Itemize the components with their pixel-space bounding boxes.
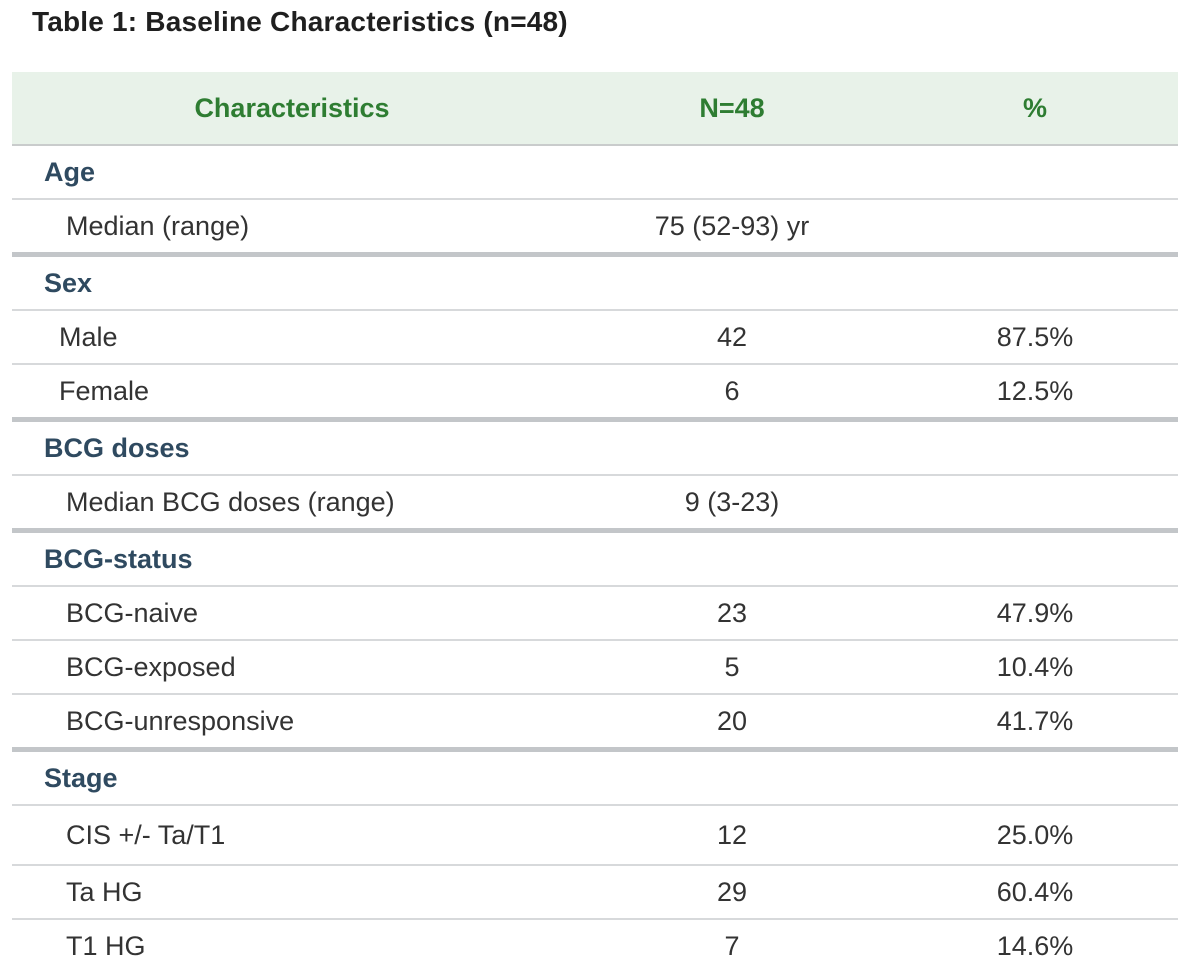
group-sex-header: Sex [12, 257, 1178, 311]
table-row: BCG-unresponsive 20 41.7% [12, 695, 1178, 752]
table-row: BCG-exposed 5 10.4% [12, 641, 1178, 695]
row-percent: 60.4% [996, 876, 1074, 907]
row-n: 7 [724, 930, 740, 961]
row-n: 12 [716, 819, 748, 850]
group-bcg-status-header: BCG-status [12, 533, 1178, 587]
row-n: 75 (52-93) yr [654, 210, 810, 241]
table-row: Median (range) 75 (52-93) yr [12, 200, 1178, 257]
group-age-header: Age [12, 146, 1178, 200]
row-percent: 87.5% [996, 321, 1074, 352]
table-row: CIS +/- Ta/T1 12 25.0% [12, 806, 1178, 866]
table-row: BCG-naive 23 47.9% [12, 587, 1178, 641]
row-percent: 14.6% [996, 930, 1074, 961]
row-label: Female [59, 375, 150, 406]
group-title: BCG-status [44, 543, 193, 574]
table-row: T1 HG 7 14.6% [12, 920, 1178, 972]
table-header-row: Characteristics N=48 % [12, 72, 1178, 146]
row-n: 9 (3-23) [684, 486, 780, 517]
row-percent: 12.5% [996, 375, 1074, 406]
row-label: BCG-exposed [66, 651, 236, 682]
row-percent: 47.9% [996, 597, 1074, 628]
row-label: Median (range) [66, 210, 250, 241]
row-n: 5 [724, 651, 740, 682]
group-bcg-doses-header: BCG doses [12, 422, 1178, 476]
row-percent: 41.7% [996, 705, 1074, 736]
row-label: Male [59, 321, 118, 352]
table-row: Ta HG 29 60.4% [12, 866, 1178, 920]
header-n: N=48 [699, 92, 765, 123]
table-row: Median BCG doses (range) 9 (3-23) [12, 476, 1178, 533]
row-label: BCG-unresponsive [66, 705, 295, 736]
row-label: BCG-naive [66, 597, 199, 628]
row-label: CIS +/- Ta/T1 [66, 819, 226, 850]
row-label: Ta HG [66, 876, 143, 907]
table-row: Female 6 12.5% [12, 365, 1178, 422]
row-n: 23 [716, 597, 748, 628]
row-n: 29 [716, 876, 748, 907]
row-label: T1 HG [66, 930, 146, 961]
row-label: Median BCG doses (range) [66, 486, 395, 517]
row-n: 20 [716, 705, 748, 736]
row-percent: 10.4% [996, 651, 1074, 682]
group-title: Age [44, 156, 96, 187]
row-percent: 25.0% [996, 819, 1074, 850]
group-title: Stage [44, 762, 118, 793]
group-stage-header: Stage [12, 752, 1178, 806]
table-row: Male 42 87.5% [12, 311, 1178, 365]
baseline-characteristics-table: Characteristics N=48 % Age Median (range… [12, 72, 1178, 972]
header-characteristics: Characteristics [194, 92, 390, 123]
row-n: 6 [724, 375, 740, 406]
header-percent: % [1022, 92, 1047, 123]
table-caption: Table 1: Baseline Characteristics (n=48) [32, 6, 568, 37]
row-n: 42 [716, 321, 748, 352]
group-title: BCG doses [44, 432, 190, 463]
group-title: Sex [44, 267, 93, 298]
